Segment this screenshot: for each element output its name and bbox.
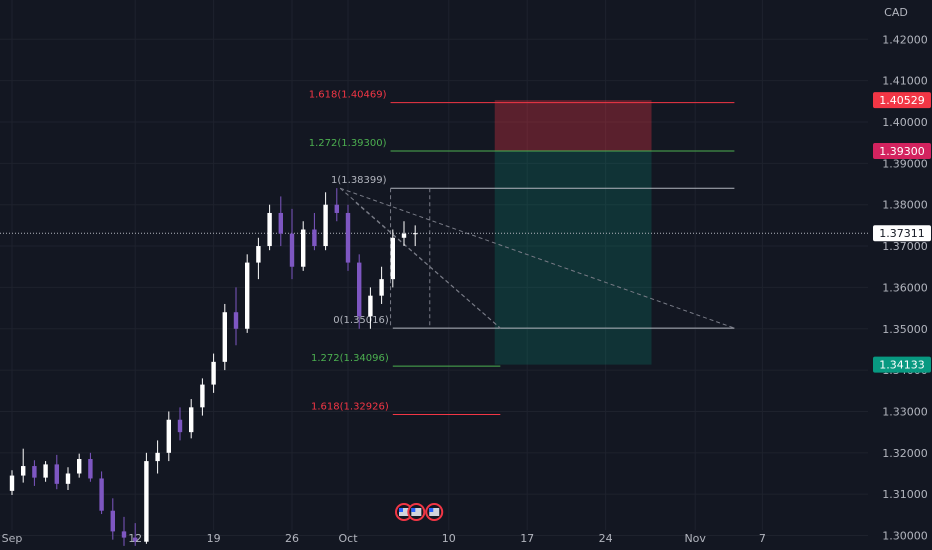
- stop-price-badge-text: 1.40529: [879, 94, 925, 107]
- fib-level-label: 1.618(1.40469): [309, 90, 387, 101]
- candle-body: [312, 229, 317, 247]
- candle-body: [177, 419, 183, 433]
- candle-body: [21, 466, 26, 476]
- position-tool[interactable]: [494, 100, 652, 365]
- date-tick-label: Sep: [2, 532, 23, 545]
- candle-body: [390, 237, 395, 280]
- price-tick-label: 1.32000: [882, 447, 928, 460]
- entry-price-badge[interactable]: [873, 142, 931, 159]
- candle-body: [133, 537, 138, 542]
- candle-body: [267, 212, 272, 247]
- candle-body: [413, 233, 418, 235]
- drawings-layer[interactable]: 1.618(1.40469) 1.272(1.39300) 1(1.38399) 0(…: [0, 90, 868, 416]
- currency-label: CAD: [884, 6, 908, 19]
- candle-body: [144, 461, 149, 542]
- candle-body: [155, 452, 160, 462]
- date-tick-label: 26: [285, 532, 299, 545]
- price-tick-label: 1.31000: [882, 488, 928, 501]
- candle-body: [278, 212, 283, 234]
- date-tick-label: 7: [759, 532, 766, 545]
- candle-body: [289, 233, 295, 267]
- price-tick-label: 1.33000: [882, 405, 928, 418]
- candle-body: [189, 407, 194, 433]
- fib-level-label: 0(1.35016): [333, 315, 389, 326]
- event-markers[interactable]: [395, 503, 444, 521]
- flag-canton: [399, 508, 403, 512]
- candle-body: [88, 459, 93, 479]
- date-tick-label: 12: [128, 532, 142, 545]
- flag-canton: [411, 508, 416, 512]
- current-price-badge[interactable]: [873, 225, 931, 242]
- flag-icon: [399, 508, 409, 516]
- candle-body: [9, 475, 15, 491]
- candle-body: [334, 204, 339, 213]
- candle-body: [245, 262, 250, 329]
- candle-body: [32, 466, 37, 478]
- candle-body: [166, 419, 171, 453]
- date-tick-label: 10: [442, 532, 456, 545]
- candle-body: [110, 510, 115, 532]
- candle-body: [211, 361, 216, 385]
- candle-body: [357, 262, 362, 317]
- candle-body: [200, 384, 205, 408]
- candle-body: [43, 464, 48, 478]
- candle-body: [233, 312, 239, 329]
- price-tick-label: 1.36000: [882, 281, 928, 294]
- target-price-badge-text: 1.34133: [879, 359, 925, 372]
- stop-loss-zone[interactable]: [494, 100, 652, 151]
- candle-body: [121, 531, 127, 538]
- candle-body: [222, 312, 227, 362]
- date-tick-label: Nov: [684, 532, 706, 545]
- flag-icon: [429, 508, 440, 516]
- price-tick-label: 1.38000: [882, 199, 928, 212]
- price-tick-label: 1.41000: [882, 75, 928, 88]
- candles: [9, 188, 418, 546]
- candle-body: [54, 464, 59, 484]
- candle-body: [99, 478, 104, 511]
- flag-canton: [429, 508, 434, 512]
- candle-body: [379, 279, 384, 296]
- time-axis[interactable]: Sep 12 19 26 Oct 10 17 24 Nov 7: [2, 532, 766, 545]
- candle-body: [301, 229, 306, 267]
- flag-icon: [411, 508, 422, 516]
- entry-price-badge-text: 1.39300: [879, 145, 925, 158]
- date-tick-label: 24: [599, 532, 613, 545]
- date-tick-label: 17: [520, 532, 534, 545]
- candle-body: [77, 459, 82, 474]
- candle-body: [368, 295, 373, 317]
- fib-level-label: 1.272(1.34096): [311, 353, 389, 364]
- target-price-badge[interactable]: [873, 356, 931, 373]
- candle-body: [345, 212, 351, 263]
- price-tick-label: 1.30000: [882, 530, 928, 543]
- price-tick-label: 1.39000: [882, 157, 928, 170]
- price-tick-label: 1.42000: [882, 33, 928, 46]
- fib-level-label: 1.272(1.39300): [309, 138, 387, 149]
- current-price-badge-text: 1.37311: [879, 227, 925, 240]
- price-tick-label: 1.37000: [882, 240, 928, 253]
- candle-body: [256, 246, 261, 263]
- fib-level-label: 1.618(1.32926): [311, 402, 389, 413]
- candle-body: [401, 233, 407, 238]
- price-tick-label: 1.35000: [882, 323, 928, 336]
- fib-level-label: 1(1.38399): [331, 175, 387, 186]
- date-tick-label: 19: [207, 532, 221, 545]
- take-profit-zone[interactable]: [494, 150, 652, 365]
- candle-body: [65, 473, 71, 484]
- candle-body: [323, 204, 328, 247]
- price-axis[interactable]: CAD 1.300001.310001.320001.330001.340001…: [873, 6, 931, 543]
- stop-price-badge[interactable]: [873, 92, 931, 109]
- trend-line-dashed[interactable]: [355, 202, 501, 329]
- date-tick-label: Oct: [338, 532, 358, 545]
- price-tick-label: 1.40000: [882, 116, 928, 129]
